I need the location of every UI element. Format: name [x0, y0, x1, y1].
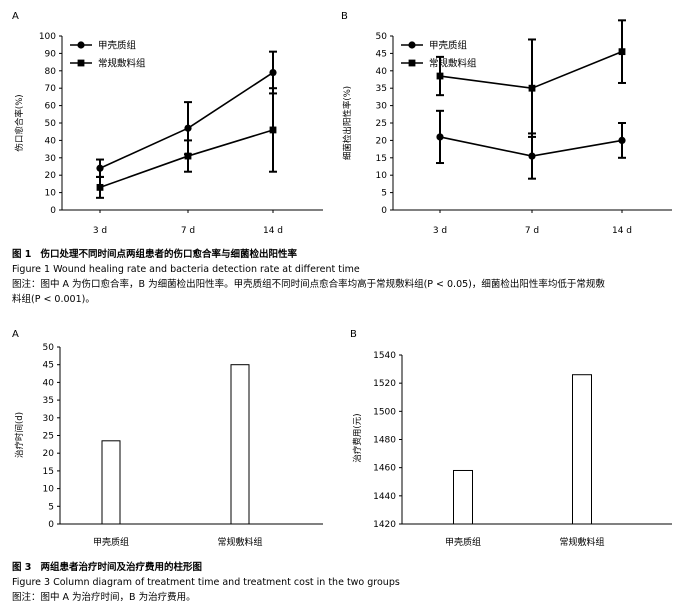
y-tick-label: 1420 — [373, 520, 396, 530]
figure3-note: 图注：图中 A 为治疗时间，B 为治疗费用。 — [12, 592, 196, 603]
legend-marker — [408, 59, 416, 67]
y-axis-label: 治疗费用(元) — [352, 413, 363, 462]
y-tick-label: 1540 — [373, 351, 396, 361]
y-tick-label: 30 — [376, 102, 388, 112]
line-chart-bacteria-detection: B 细菌检出阳性率(%) 0 5 10 15 20 25 30 35 40 45 50 3 d 7 d 14 … — [341, 11, 672, 236]
x-tick-label: 14 d — [263, 226, 283, 236]
figure1-caption: 图 1 伤口处理不同时间点两组患者的伤口愈合率与细菌检出阳性率 Figure 1… — [12, 247, 605, 307]
data-point — [184, 152, 192, 160]
line-chart-wound-healing: A 伤口愈合率(%) 0 10 20 30 40 50 60 70 80 90 100 3 d 7 d 14 … — [12, 11, 323, 236]
y-tick-label: 45 — [376, 49, 387, 59]
panel-label: A — [12, 329, 19, 340]
data-point — [184, 124, 192, 132]
figure1-note-line2: 料组(P < 0.001)。 — [12, 294, 95, 305]
y-tick-label: 25 — [376, 119, 387, 129]
y-axis-label: 伤口愈合率(%) — [14, 94, 25, 151]
y-tick-label: 50 — [43, 343, 55, 353]
data-point — [528, 84, 536, 92]
y-tick-label: 1520 — [373, 379, 396, 389]
y-tick-label: 90 — [45, 49, 57, 59]
legend-marker — [77, 41, 85, 49]
y-tick-label: 40 — [376, 67, 388, 77]
y-tick-label: 5 — [48, 502, 54, 512]
y-tick-label: 35 — [43, 396, 54, 406]
legend-marker — [77, 59, 85, 67]
y-axis-label: 治疗时间(d) — [14, 412, 25, 458]
legend-label: 甲壳质组 — [429, 40, 468, 52]
x-tick-label: 甲壳质组 — [93, 536, 129, 548]
x-tick-label: 7 d — [181, 226, 195, 236]
legend-label: 甲壳质组 — [98, 40, 137, 52]
y-axis-label: 细菌检出阳性率(%) — [342, 86, 353, 160]
bar — [230, 364, 250, 525]
figure1-title-en: Figure 1 Wound healing rate and bacteria… — [12, 264, 360, 275]
y-tick-label: 50 — [45, 119, 57, 129]
figure1-note-line1: 图注：图中 A 为伤口愈合率，B 为细菌检出阳性率。甲壳质组不同时间点愈合率均高… — [12, 279, 605, 290]
legend-marker — [408, 41, 416, 49]
y-tick-label: 80 — [45, 67, 57, 77]
y-tick-label: 10 — [376, 171, 388, 181]
y-tick-label: 70 — [45, 84, 57, 94]
bar-chart-treatment-cost: B 治疗费用(元) 1420 1440 1460 1480 1500 1520 1540 甲壳质组… — [350, 329, 672, 548]
y-tick-label: 10 — [43, 485, 55, 495]
figure3-number: 图 3 — [12, 562, 32, 573]
bar — [572, 374, 592, 525]
figure1-title-cn: 伤口处理不同时间点两组患者的伤口愈合率与细菌检出阳性率 — [40, 249, 297, 260]
panel-label: B — [341, 11, 348, 22]
x-tick-label: 14 d — [612, 226, 632, 236]
y-tick-label: 15 — [376, 154, 387, 164]
data-point — [618, 48, 626, 56]
x-tick-label: 3 d — [93, 226, 107, 236]
x-tick-label: 7 d — [525, 226, 539, 236]
y-tick-label: 30 — [43, 414, 55, 424]
y-tick-label: 30 — [45, 154, 57, 164]
y-tick-label: 15 — [43, 467, 54, 477]
y-tick-label: 20 — [376, 136, 388, 146]
data-point — [96, 183, 104, 191]
x-tick-label: 常规敷料组 — [217, 536, 262, 548]
figure3-title-en: Figure 3 Column diagram of treatment tim… — [12, 577, 400, 588]
y-tick-label: 40 — [45, 136, 57, 146]
y-tick-label: 60 — [45, 102, 57, 112]
data-point — [269, 68, 277, 77]
y-tick-label: 0 — [50, 206, 56, 216]
y-tick-label: 5 — [381, 189, 387, 199]
bar-chart-treatment-time: A 治疗时间(d) 0 5 10 15 20 25 30 35 40 45 50 甲壳质组 常规敷料组 — [12, 329, 323, 548]
y-tick-label: 1460 — [373, 464, 396, 474]
y-tick-label: 40 — [43, 378, 55, 388]
data-point — [436, 133, 444, 141]
data-point — [96, 164, 104, 172]
y-tick-label: 0 — [48, 520, 54, 530]
y-tick-label: 100 — [39, 32, 56, 42]
figure1-number: 图 1 — [12, 249, 32, 260]
y-tick-label: 25 — [43, 432, 54, 442]
y-tick-label: 10 — [45, 189, 57, 199]
legend-label: 常规敷料组 — [98, 58, 146, 70]
data-point — [618, 136, 626, 144]
y-tick-label: 1480 — [373, 436, 396, 446]
legend-label: 常规敷料组 — [429, 58, 477, 70]
y-tick-label: 0 — [381, 206, 387, 216]
y-tick-label: 1500 — [373, 407, 396, 417]
x-tick-label: 甲壳质组 — [445, 536, 481, 548]
y-tick-label: 20 — [45, 171, 57, 181]
data-point — [528, 152, 536, 160]
panel-label: B — [350, 329, 357, 340]
x-tick-label: 常规敷料组 — [559, 536, 604, 548]
figure3-title-cn: 两组患者治疗时间及治疗费用的柱形图 — [40, 562, 202, 573]
y-tick-label: 1440 — [373, 492, 396, 502]
x-tick-label: 3 d — [433, 226, 447, 236]
data-point — [269, 126, 277, 134]
bar — [453, 469, 473, 525]
bar — [101, 440, 121, 525]
y-tick-label: 35 — [376, 84, 387, 94]
y-tick-label: 50 — [376, 32, 388, 42]
y-tick-label: 20 — [43, 449, 55, 459]
panel-label: A — [12, 11, 19, 22]
figure3-caption: 图 3 两组患者治疗时间及治疗费用的柱形图 Figure 3 Column di… — [12, 560, 400, 605]
y-tick-label: 45 — [43, 361, 54, 371]
data-point — [436, 72, 444, 80]
